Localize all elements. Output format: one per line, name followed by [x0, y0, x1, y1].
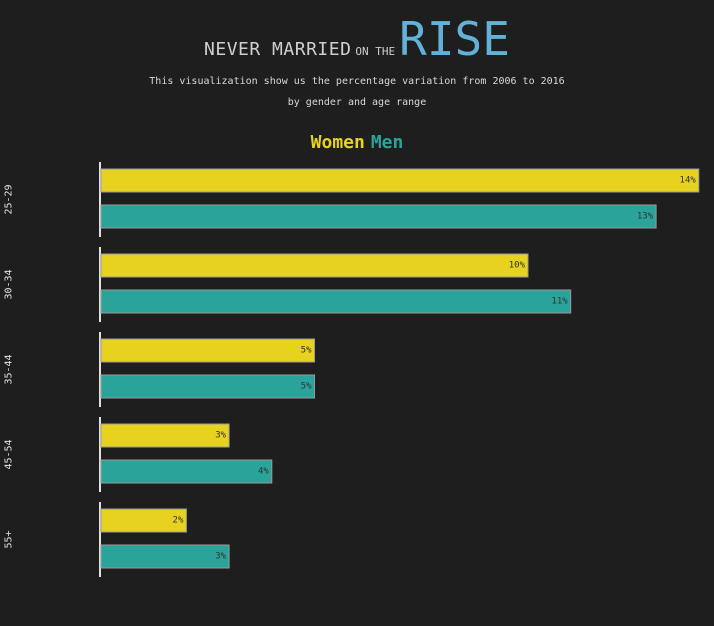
bar-value-label: 5% — [301, 346, 312, 356]
chart-title: NEVER MARRIED ON THERISE — [0, 16, 714, 62]
bar-value-label: 11% — [551, 297, 568, 307]
bar-value-label: 3% — [215, 431, 226, 441]
legend-men: Men — [370, 132, 404, 153]
bar-value-label: 13% — [637, 212, 654, 222]
bar-men-25-29 — [100, 204, 657, 229]
bar-women-55+ — [100, 508, 187, 533]
bar-men-45-54 — [100, 459, 273, 484]
bar-women-35-44 — [100, 338, 315, 363]
title-on-the: ON THE — [355, 45, 396, 58]
bar-men-55+ — [100, 544, 230, 569]
category-label: 25-29 — [4, 184, 15, 214]
category-label: 55+ — [4, 530, 15, 548]
bar-value-label: 3% — [215, 552, 226, 562]
category-label: 35-44 — [4, 354, 15, 384]
bar-value-label: 10% — [509, 261, 526, 271]
bar-men-30-34 — [100, 289, 572, 314]
category-label: 45-54 — [4, 439, 15, 469]
bar-value-label: 14% — [680, 176, 697, 186]
title-never-married: NEVER MARRIED — [204, 39, 352, 60]
chart-legend: Women Men — [0, 132, 714, 153]
category-label: 30-34 — [4, 269, 15, 299]
bar-value-label: 2% — [173, 516, 184, 526]
bar-men-35-44 — [100, 374, 315, 399]
legend-women: Women — [310, 132, 365, 153]
title-rise: RISE — [399, 12, 510, 66]
bar-women-25-29 — [100, 168, 700, 193]
chart-subtitle-line2: by gender and age range — [287, 97, 427, 108]
bar-women-30-34 — [100, 253, 529, 278]
bar-value-label: 4% — [258, 467, 269, 477]
bar-women-45-54 — [100, 423, 230, 448]
chart-subtitle-line1: This visualization show us the percentag… — [149, 76, 565, 87]
bar-value-label: 5% — [301, 382, 312, 392]
